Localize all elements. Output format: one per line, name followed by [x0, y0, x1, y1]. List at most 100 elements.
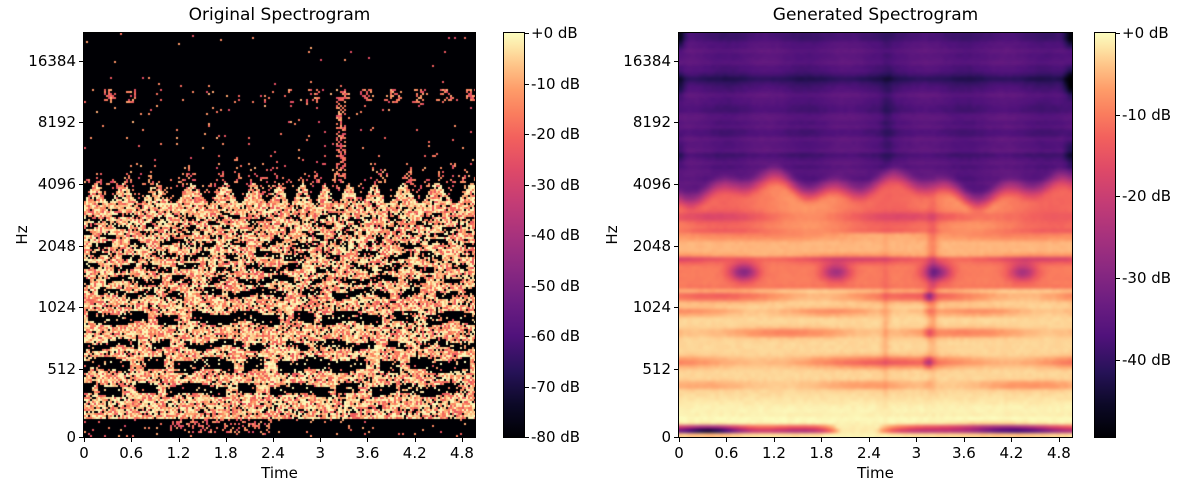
- colorbar-tick-label: -70 dB: [531, 377, 581, 396]
- panel-title-original: Original Spectrogram: [188, 5, 371, 25]
- y-tick-label: 16384: [28, 51, 76, 70]
- colorbar-tick-label: +0 dB: [1122, 24, 1169, 42]
- panel-title-generated: Generated Spectrogram: [772, 5, 979, 25]
- y-tick-label: 16384: [623, 51, 671, 70]
- y-tick-mark: [79, 307, 83, 309]
- x-tick-mark: [963, 438, 965, 442]
- colorbar-tick-label: -30 dB: [1122, 269, 1172, 288]
- x-tick-mark: [726, 438, 728, 442]
- x-tick-label: 1.2: [762, 444, 786, 462]
- colorbar-tick-mark: [1116, 114, 1120, 116]
- y-tick-label: 0: [66, 428, 76, 446]
- colorbar-tick-mark: [525, 437, 529, 438]
- x-tick-label: 3.6: [355, 444, 380, 462]
- x-tick-mark: [131, 438, 133, 442]
- y-tick-mark: [674, 60, 678, 62]
- y-tick-label: 512: [47, 360, 76, 379]
- x-tick-mark: [1058, 438, 1060, 442]
- x-tick-mark: [225, 438, 227, 442]
- colorbar-tick-mark: [1116, 196, 1120, 198]
- colorbar-tick-label: -40 dB: [1122, 350, 1172, 369]
- x-tick-mark: [320, 438, 322, 442]
- colorbar-tick-mark: [525, 83, 529, 85]
- y-tick-label: 4096: [632, 175, 671, 194]
- x-tick-mark: [1011, 438, 1013, 442]
- x-tick-mark: [821, 438, 823, 442]
- y-tick-mark: [79, 121, 83, 123]
- y-tick-label: 1024: [37, 298, 76, 317]
- x-tick-label: 2.4: [261, 444, 285, 462]
- y-tick-mark: [79, 437, 83, 438]
- x-tick-label: 0.6: [714, 444, 739, 462]
- colorbar-tick-label: -80 dB: [531, 428, 581, 446]
- x-tick-mark: [461, 438, 463, 442]
- colorbar-tick-label: -40 dB: [531, 226, 581, 244]
- y-tick-mark: [674, 307, 678, 309]
- x-tick-label: 4.8: [450, 444, 474, 462]
- colorbar-tick-label: -50 dB: [531, 276, 581, 295]
- colorbar-tick-mark: [1116, 33, 1120, 34]
- colorbar-tick-mark: [1116, 359, 1120, 361]
- colorbar-tick-mark: [525, 134, 529, 135]
- x-tick-label: 1.8: [809, 444, 834, 462]
- spectrogram-original-image: [84, 33, 475, 437]
- spectrogram-generated-image: [679, 33, 1072, 437]
- colorbar-generated: [1095, 33, 1115, 437]
- x-tick-label: 3: [315, 444, 325, 462]
- x-tick-mark: [868, 438, 870, 442]
- y-tick-mark: [674, 184, 678, 186]
- colorbar-tick-mark: [525, 184, 529, 186]
- colorbar-tick-label: -30 dB: [531, 175, 581, 194]
- y-tick-label: 1024: [632, 298, 671, 317]
- y-tick-mark: [79, 246, 83, 248]
- colorbar-tick-mark: [525, 336, 529, 337]
- colorbar-tick-mark: [525, 33, 529, 34]
- y-tick-mark: [674, 121, 678, 123]
- x-tick-label: 2.4: [857, 444, 881, 462]
- colorbar-tick-mark: [525, 285, 529, 287]
- colorbar-tick-mark: [525, 235, 529, 236]
- colorbar-tick-label: +0 dB: [531, 24, 578, 42]
- colorbar-tick-label: -20 dB: [1122, 187, 1172, 206]
- y-tick-label: 2048: [632, 237, 671, 256]
- y-tick-mark: [79, 184, 83, 186]
- x-tick-label: 3: [911, 444, 922, 462]
- colorbar-tick-mark: [525, 386, 529, 388]
- x-tick-label: 4.8: [1046, 444, 1071, 462]
- y-tick-mark: [674, 246, 678, 248]
- y-tick-label: 8192: [37, 112, 76, 131]
- y-tick-mark: [674, 437, 678, 438]
- x-tick-label: 4.2: [999, 444, 1024, 462]
- y-tick-mark: [79, 369, 83, 371]
- x-tick-label: 0: [674, 444, 684, 462]
- x-tick-mark: [84, 438, 85, 442]
- x-tick-mark: [178, 438, 180, 442]
- x-axis-label-original: Time: [261, 464, 298, 482]
- y-tick-mark: [79, 60, 83, 62]
- y-tick-label: 0: [661, 428, 671, 446]
- colorbar-original: [504, 33, 524, 437]
- x-tick-label: 0: [79, 444, 89, 462]
- y-tick-label: 2048: [37, 237, 76, 256]
- y-tick-mark: [674, 369, 678, 371]
- x-tick-mark: [773, 438, 775, 442]
- colorbar-tick-label: -10 dB: [531, 74, 581, 93]
- x-tick-label: 4.2: [402, 444, 427, 462]
- y-tick-label: 8192: [632, 112, 671, 131]
- x-tick-label: 0.6: [119, 444, 144, 462]
- y-tick-label: 512: [642, 360, 671, 379]
- x-tick-mark: [916, 438, 918, 442]
- colorbar-tick-label: -60 dB: [531, 327, 581, 345]
- x-tick-label: 3.6: [951, 444, 976, 462]
- x-tick-mark: [679, 438, 680, 442]
- x-tick-label: 1.2: [166, 444, 191, 462]
- x-tick-mark: [414, 438, 416, 442]
- x-tick-mark: [273, 438, 274, 442]
- colorbar-tick-label: -20 dB: [531, 125, 581, 143]
- x-tick-mark: [367, 438, 369, 442]
- y-tick-label: 4096: [37, 175, 76, 194]
- colorbar-tick-mark: [1116, 278, 1120, 280]
- colorbar-tick-label: -10 dB: [1122, 105, 1172, 124]
- x-tick-label: 1.8: [213, 444, 238, 462]
